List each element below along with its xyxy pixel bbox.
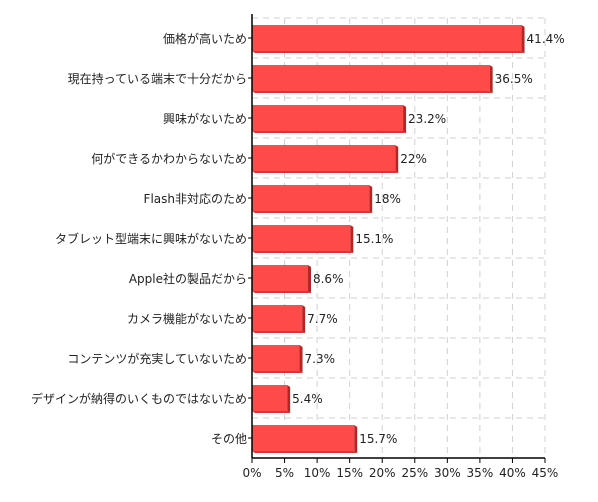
data-label: 15.1% bbox=[355, 232, 393, 246]
bar-bottom bbox=[252, 131, 407, 133]
bar bbox=[252, 65, 490, 91]
bar bbox=[252, 105, 404, 131]
bar-bottom bbox=[252, 211, 373, 213]
category-label: コンテンツが充実していないため bbox=[67, 351, 247, 366]
x-tick-label: 45% bbox=[532, 466, 559, 480]
bar-side bbox=[354, 425, 358, 453]
bar-side bbox=[287, 385, 291, 413]
category-label: カメラ機能がないため bbox=[127, 311, 247, 326]
bar-side bbox=[299, 345, 303, 373]
bar bbox=[252, 305, 303, 331]
bar-side bbox=[521, 25, 525, 53]
data-label: 15.7% bbox=[359, 432, 397, 446]
bar bbox=[252, 385, 288, 411]
bar-side bbox=[350, 225, 354, 253]
bar-side bbox=[403, 105, 407, 133]
x-tick-label: 20% bbox=[369, 466, 396, 480]
category-label: タブレット型端末に興味がないため bbox=[55, 231, 247, 246]
x-tick-label: 5% bbox=[275, 466, 294, 480]
bar-bottom bbox=[252, 411, 291, 413]
label-layer: 41.4% 価格が高いため 36.5% 現在持っている端末で十分だから 23.2% 興味が… bbox=[31, 31, 565, 480]
data-label: 18% bbox=[374, 192, 401, 206]
bar-bottom bbox=[252, 291, 311, 293]
data-label: 7.3% bbox=[305, 352, 336, 366]
data-label: 41.4% bbox=[527, 32, 565, 46]
axis-layer bbox=[248, 14, 546, 463]
bar-bottom bbox=[252, 171, 399, 173]
data-label: 23.2% bbox=[408, 112, 446, 126]
bar-layer bbox=[252, 25, 525, 453]
bar-bottom bbox=[252, 251, 354, 253]
bar bbox=[252, 225, 351, 251]
x-tick-label: 15% bbox=[336, 466, 363, 480]
bar-side bbox=[395, 145, 399, 173]
data-label: 8.6% bbox=[313, 272, 344, 286]
data-label: 36.5% bbox=[495, 72, 533, 86]
category-label: Flash非対応のため bbox=[144, 192, 247, 206]
bar bbox=[252, 265, 308, 291]
bar-side bbox=[307, 265, 311, 293]
data-label: 22% bbox=[400, 152, 427, 166]
bar-bottom bbox=[252, 371, 303, 373]
bar-side bbox=[489, 65, 493, 93]
category-label: 現在持っている端末で十分だから bbox=[68, 71, 247, 86]
bar-bottom bbox=[252, 451, 358, 453]
bar-side bbox=[369, 185, 373, 213]
x-tick-label: 40% bbox=[499, 466, 526, 480]
bar bbox=[252, 185, 370, 211]
x-tick-label: 30% bbox=[434, 466, 461, 480]
bar-side bbox=[302, 305, 306, 333]
bar bbox=[252, 425, 355, 451]
data-label: 7.7% bbox=[307, 312, 338, 326]
grid-layer bbox=[252, 17, 546, 458]
x-tick-label: 25% bbox=[401, 466, 428, 480]
category-label: その他 bbox=[211, 432, 247, 446]
bar bbox=[252, 145, 396, 171]
bar-bottom bbox=[252, 331, 306, 333]
bar-bottom bbox=[252, 91, 493, 93]
data-label: 5.4% bbox=[292, 392, 323, 406]
x-tick-label: 35% bbox=[467, 466, 494, 480]
bar bbox=[252, 25, 522, 51]
category-label: 何ができるかわからないため bbox=[91, 151, 247, 166]
category-label: 興味がないため bbox=[163, 111, 247, 126]
category-label: 価格が高いため bbox=[163, 31, 247, 46]
bar bbox=[252, 345, 300, 371]
category-label: デザインが納得のいくものではないため bbox=[31, 391, 247, 406]
x-tick-label: 0% bbox=[242, 466, 261, 480]
x-tick-label: 10% bbox=[304, 466, 331, 480]
bar-bottom bbox=[252, 51, 525, 53]
category-label: Apple社の製品だから bbox=[129, 271, 247, 286]
